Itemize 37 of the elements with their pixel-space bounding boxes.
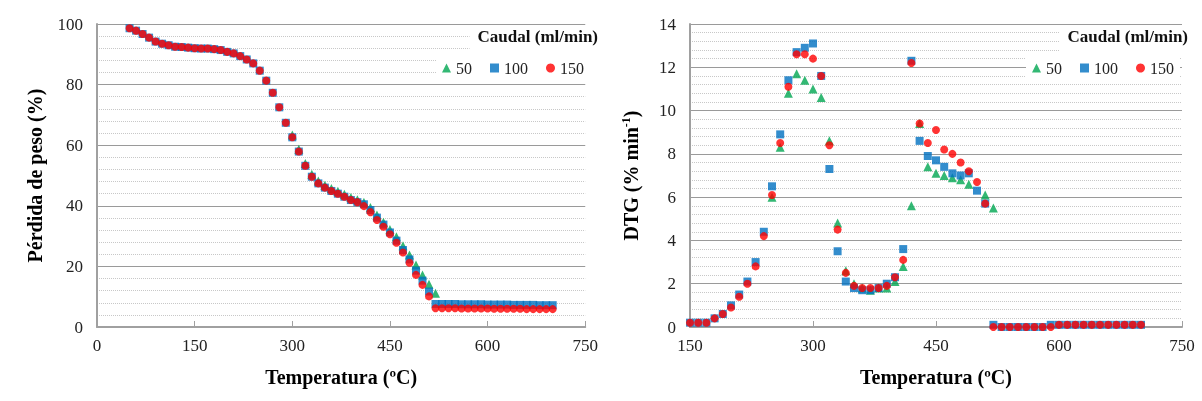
y-axis-title: Pérdida de peso (%) xyxy=(24,88,47,263)
legend-label: 150 xyxy=(560,59,584,77)
x-tick-label: 150 xyxy=(677,336,703,355)
y-tick-label: 40 xyxy=(66,196,83,216)
y-tick-label: 60 xyxy=(66,135,83,155)
legend-label: 100 xyxy=(504,59,528,77)
x-tick-label: 0 xyxy=(92,336,102,355)
x-tick-label: 300 xyxy=(800,336,826,355)
y-tick-label: 8 xyxy=(667,144,676,164)
x-tick-label: 600 xyxy=(1046,336,1072,355)
x-tick-label: 150 xyxy=(181,336,208,355)
legend-label: 100 xyxy=(1094,59,1118,77)
x-tick-label: 450 xyxy=(377,336,403,355)
y-tick-label: 80 xyxy=(66,75,83,95)
y-tick-label: 10 xyxy=(659,101,676,121)
x-tick-label: 750 xyxy=(1169,336,1195,355)
legend-label: 150 xyxy=(1150,59,1174,77)
x-tick-label: 300 xyxy=(279,336,306,355)
x-tick-label: 750 xyxy=(572,336,598,355)
x-tick-label: 450 xyxy=(923,336,949,355)
y-tick-label: 0 xyxy=(74,317,83,337)
y-tick-label: 12 xyxy=(659,57,676,77)
y-tick-label: 6 xyxy=(667,187,676,207)
x-tick-label: 600 xyxy=(474,336,501,355)
y-tick-label: 2 xyxy=(667,274,676,294)
legend-label: 50 xyxy=(456,59,472,77)
x-axis-title: Temperatura (ºC) xyxy=(860,366,1012,389)
y-axis-title: DTG (% min-1) xyxy=(619,110,643,241)
y-tick-label: 4 xyxy=(667,230,677,250)
y-tick-label: 20 xyxy=(66,256,83,276)
y-tick-label: 0 xyxy=(667,317,676,337)
legend-title: Caudal (ml/min) xyxy=(477,27,599,46)
legend-title: Caudal (ml/min) xyxy=(1067,27,1189,46)
legend-label: 50 xyxy=(1046,59,1062,77)
y-tick-label: 14 xyxy=(659,14,677,34)
x-axis-title: Temperatura (ºC) xyxy=(265,366,418,389)
y-tick-label: 100 xyxy=(57,14,83,34)
